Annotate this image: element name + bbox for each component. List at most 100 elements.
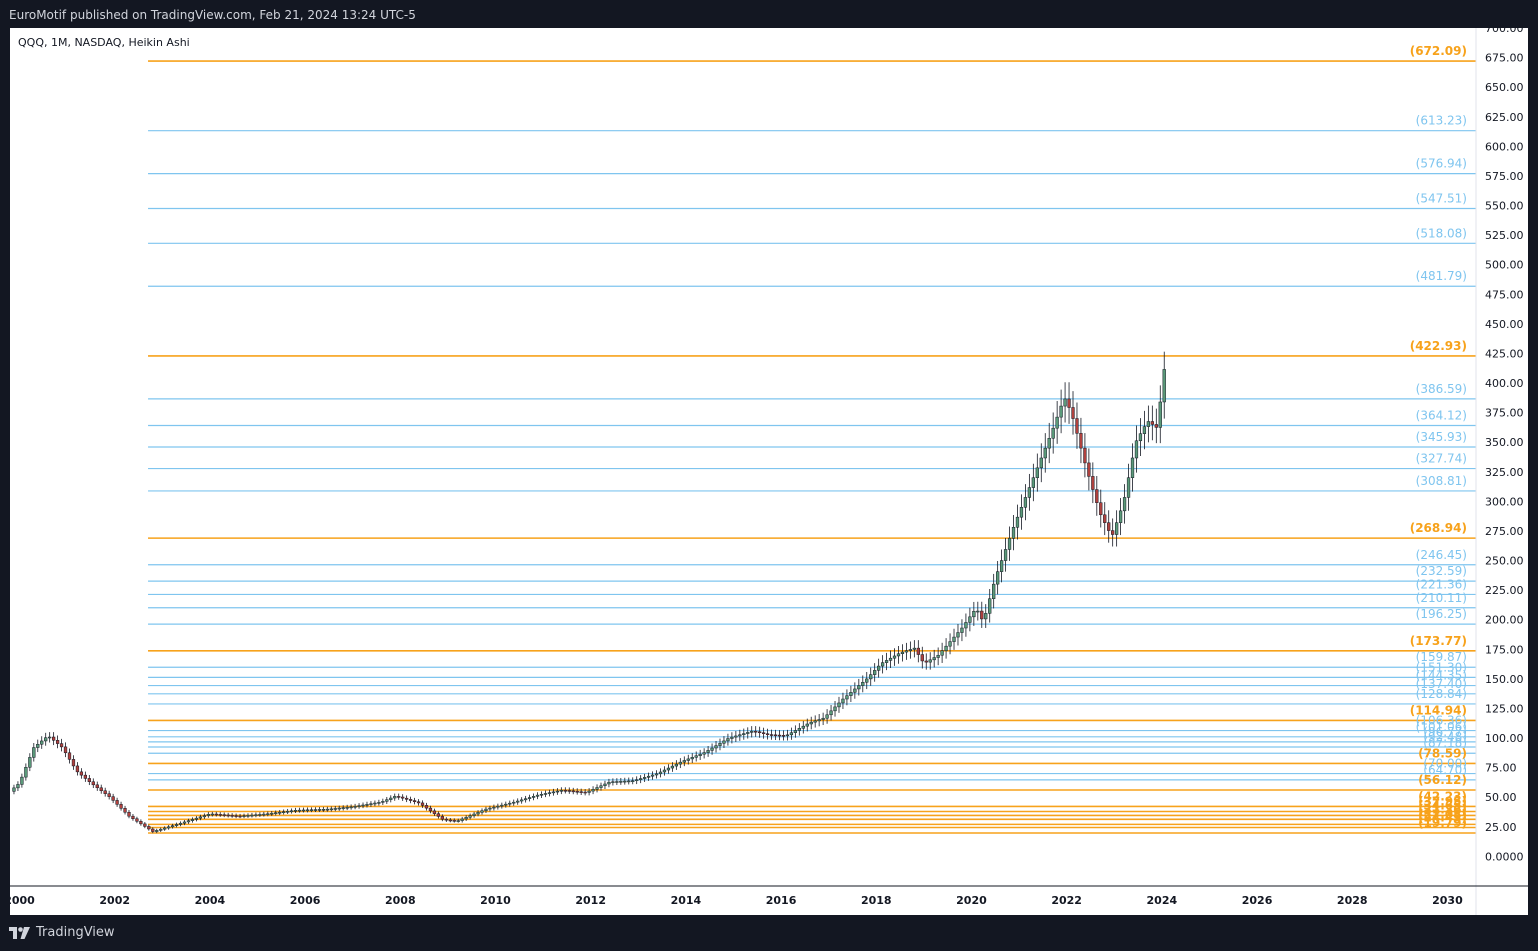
time-axis[interactable]: 2000 2002 2004 2006 2008 2010 2012 2014 2016 2018… <box>10 894 1463 907</box>
candle-up <box>524 798 528 801</box>
candle-up <box>555 790 560 793</box>
candle-up <box>250 814 254 817</box>
level-label: (173.77) <box>1410 634 1467 648</box>
candle-up <box>246 815 250 817</box>
candle-down <box>420 802 425 806</box>
candle-up <box>278 811 282 814</box>
candle-up <box>686 758 690 761</box>
candle-down <box>59 743 64 748</box>
candle-up <box>650 774 655 777</box>
level-label: (34.65) <box>1418 798 1467 812</box>
x-tick-label: 2018 <box>861 894 892 907</box>
candle-up <box>857 685 861 690</box>
candle-down <box>773 734 778 737</box>
candle-up <box>912 647 916 650</box>
candle-down <box>444 818 448 821</box>
y-tick-label: 75.00 <box>1485 762 1517 775</box>
candle-up <box>385 799 389 802</box>
level-label: (232.59) <box>1416 564 1467 578</box>
level-label: (246.45) <box>1416 548 1467 562</box>
y-tick-label: 175.00 <box>1485 643 1524 656</box>
candle-up <box>24 767 28 778</box>
level-label: (31.36) <box>1418 802 1467 816</box>
candle-up <box>274 812 278 814</box>
candle-up <box>1027 487 1032 498</box>
level-label: (221.36) <box>1416 577 1467 591</box>
x-tick-label: 2016 <box>766 894 797 907</box>
candle-up <box>341 807 345 809</box>
candle-down <box>119 804 123 809</box>
candle-up <box>654 773 659 776</box>
chart-frame[interactable]: (672.09) (613.23) (576.94) (547.51) (518.08)… <box>10 28 1528 915</box>
candle-up <box>547 792 552 794</box>
candle-up <box>698 753 702 756</box>
chart-title: QQQ, 1M, NASDAQ, Heikin Ashi <box>18 36 190 49</box>
price-axis[interactable]: 0.0000 25.00 50.00 75.00 100.00 125.00 150.00 1… <box>1485 28 1524 863</box>
candle-up <box>266 813 270 815</box>
candle-up <box>789 732 794 736</box>
level-label: (70.00) <box>1423 757 1467 771</box>
candle-up <box>516 800 520 803</box>
level-label: (364.12) <box>1416 408 1467 422</box>
candle-up <box>365 804 369 806</box>
candle-up <box>1142 426 1147 434</box>
level-label: (92.48) <box>1423 730 1467 744</box>
candle-up <box>539 793 544 796</box>
candle-down <box>71 759 76 767</box>
candle-down <box>428 807 433 812</box>
candle-up <box>551 791 556 794</box>
level-label: (87.18) <box>1423 736 1467 750</box>
candle-up <box>821 717 825 720</box>
candle-up <box>984 613 988 620</box>
level-label: (327.74) <box>1416 452 1467 466</box>
price-chart[interactable]: (672.09) (613.23) (576.94) (547.51) (518.08)… <box>10 28 1528 915</box>
tradingview-brand[interactable]: TradingView <box>9 925 115 940</box>
level-label: (422.93) <box>1410 339 1467 353</box>
candle-up <box>670 765 675 769</box>
level-label: (345.93) <box>1416 430 1467 444</box>
candle-up <box>345 807 349 809</box>
level-label: (547.51) <box>1416 191 1467 205</box>
candle-up <box>722 740 726 744</box>
candles <box>12 351 1166 834</box>
candle-up <box>504 803 508 806</box>
candle-up <box>155 830 159 832</box>
x-tick-label: 2010 <box>480 894 511 907</box>
candle-up <box>988 598 992 614</box>
candle-up <box>389 797 393 800</box>
candle-up <box>353 806 357 808</box>
candle-down <box>432 810 437 814</box>
candle-up <box>714 745 718 749</box>
candle-up <box>999 560 1004 572</box>
candle-down <box>107 793 111 797</box>
candle-down <box>63 746 68 754</box>
candle-up <box>702 752 706 755</box>
candle-up <box>159 828 163 831</box>
candle-up <box>730 736 734 739</box>
y-tick-label: 625.00 <box>1485 111 1524 124</box>
candle-up <box>258 814 262 816</box>
candle-up <box>742 733 746 736</box>
candle-up <box>884 660 889 663</box>
candle-up <box>627 780 631 783</box>
candle-down <box>99 787 103 791</box>
candle-up <box>1162 369 1166 403</box>
candle-down <box>575 790 579 793</box>
candle-up <box>694 755 698 758</box>
candle-up <box>833 706 837 712</box>
level-label: (42.23) <box>1418 789 1467 803</box>
candle-down <box>1111 530 1115 535</box>
candle-up <box>813 720 817 723</box>
candle-up <box>520 799 524 802</box>
candle-up <box>480 810 484 813</box>
candle-down <box>452 820 456 822</box>
y-tick-label: 100.00 <box>1485 732 1524 745</box>
candle-up <box>194 817 199 820</box>
level-label: (613.23) <box>1416 114 1467 128</box>
candle-down <box>405 797 409 800</box>
candle-down <box>754 730 758 733</box>
candle-up <box>349 806 353 809</box>
candle-down <box>1107 522 1111 531</box>
y-tick-label: 50.00 <box>1485 791 1517 804</box>
candle-up <box>615 781 619 783</box>
